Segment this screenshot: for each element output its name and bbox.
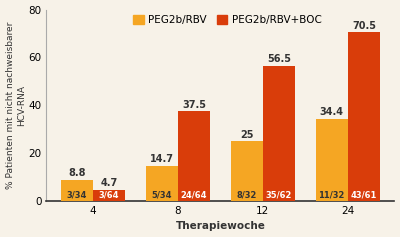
Bar bbox=[231, 141, 263, 201]
Text: 34.4: 34.4 bbox=[320, 107, 344, 117]
Text: 3/64: 3/64 bbox=[99, 191, 120, 200]
Text: 14.7: 14.7 bbox=[150, 154, 174, 164]
Text: 5/34: 5/34 bbox=[152, 191, 172, 200]
Text: 70.5: 70.5 bbox=[352, 21, 376, 31]
Text: 8.8: 8.8 bbox=[68, 168, 86, 178]
Bar bbox=[146, 166, 178, 201]
Text: 25: 25 bbox=[240, 129, 254, 140]
Text: 3/34: 3/34 bbox=[67, 191, 87, 200]
Text: 4.7: 4.7 bbox=[101, 178, 118, 188]
Text: 37.5: 37.5 bbox=[182, 100, 206, 109]
Bar bbox=[61, 180, 93, 201]
Bar bbox=[263, 66, 295, 201]
Text: 35/62: 35/62 bbox=[266, 191, 292, 200]
Y-axis label: % Patienten mit nicht nachweisbarer
HCV-RNA: % Patienten mit nicht nachweisbarer HCV-… bbox=[6, 22, 26, 189]
Bar bbox=[316, 119, 348, 201]
Legend: PEG2b/RBV, PEG2b/RBV+BOC: PEG2b/RBV, PEG2b/RBV+BOC bbox=[129, 11, 326, 29]
Bar bbox=[348, 32, 380, 201]
Text: 43/61: 43/61 bbox=[351, 191, 377, 200]
Bar bbox=[178, 111, 210, 201]
X-axis label: Therapiewoche: Therapiewoche bbox=[176, 221, 265, 232]
Text: 24/64: 24/64 bbox=[181, 191, 207, 200]
Text: 56.5: 56.5 bbox=[267, 54, 291, 64]
Bar bbox=[93, 190, 125, 201]
Text: 11/32: 11/32 bbox=[318, 191, 345, 200]
Text: 8/32: 8/32 bbox=[236, 191, 257, 200]
